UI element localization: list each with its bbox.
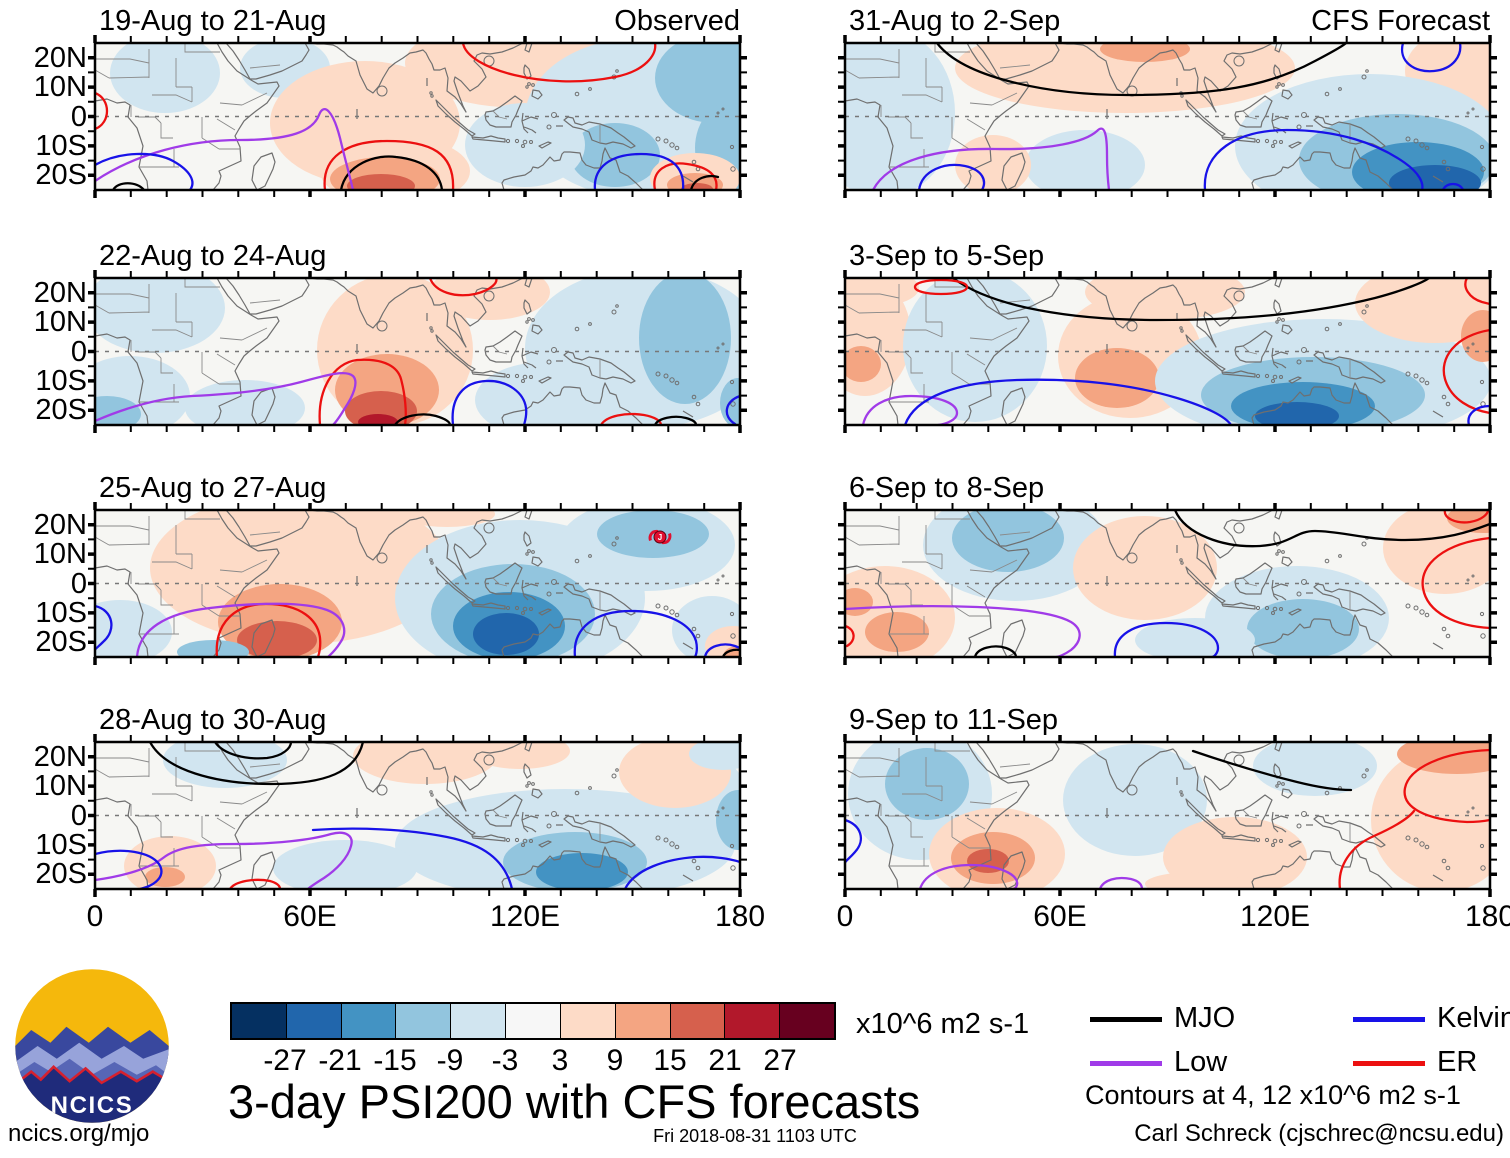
colorbar-cell xyxy=(780,1004,834,1038)
colorbar-tick-label: -3 xyxy=(491,1044,519,1077)
y-tick-label: 10N xyxy=(33,538,87,571)
map-canvas-l1 xyxy=(88,35,747,198)
map-panel-l4: 28-Aug to 30-Aug 20N 10N 0 10S 20S xyxy=(34,704,747,897)
y-tick-label: 10S xyxy=(35,364,87,397)
logo-text: NCICS xyxy=(51,1092,134,1119)
map-panel-l2: 22-Aug to 24-Aug 20N 10N 0 10S 20S xyxy=(34,240,747,433)
colorbar-cell xyxy=(670,1004,726,1038)
y-tick-label: 0 xyxy=(70,100,87,133)
colorbar-units: x10^6 m2 s-1 xyxy=(856,1008,1030,1040)
panel-title-l4: 28-Aug to 30-Aug xyxy=(99,704,327,736)
colorbar-tick-label: 27 xyxy=(763,1044,797,1077)
x-tick-label: 120E xyxy=(489,900,561,933)
y-tick-label: 20N xyxy=(33,41,87,74)
colorbar-cell xyxy=(560,1004,616,1038)
footer-url: ncics.org/mjo xyxy=(8,1120,150,1147)
colorbar-cell xyxy=(506,1004,561,1038)
panel-title-l3: 25-Aug to 27-Aug xyxy=(99,472,327,504)
colorbar-tick-label: -21 xyxy=(318,1044,362,1077)
colorbar-cell xyxy=(725,1004,781,1038)
colorbar-tick-label: 21 xyxy=(708,1044,742,1077)
colorbar-cell xyxy=(286,1004,342,1038)
x-tick-label: 120E xyxy=(1239,900,1311,933)
svg-text:J: J xyxy=(658,533,662,542)
y-tick-label: 20S xyxy=(35,159,87,192)
x-tick-label: 180 xyxy=(1464,900,1510,933)
legend-label-mjo: MJO xyxy=(1174,1002,1236,1034)
colorbar-tick-label: 3 xyxy=(551,1044,569,1077)
colorbar-tick-label: -9 xyxy=(436,1044,464,1077)
y-tick-label: 20S xyxy=(35,626,87,659)
colorbar-tick-label: -27 xyxy=(263,1044,307,1077)
figure-title: 3-day PSI200 with CFS forecasts xyxy=(228,1075,921,1128)
y-tick-label: 10S xyxy=(35,129,87,162)
y-tick-label: 20N xyxy=(33,508,87,541)
contour-note: Contours at 4, 12 x10^6 m2 s-1 xyxy=(1085,1080,1461,1110)
y-tick-label: 20N xyxy=(33,740,87,773)
panel-title-r4: 9-Sep to 11-Sep xyxy=(849,704,1059,736)
legend-line-kelvin xyxy=(1353,1017,1425,1022)
map-panel-r1: 31-Aug to 2-Sep CFS Forecast xyxy=(838,5,1497,198)
colorbar-cell xyxy=(615,1004,671,1038)
column-label-observed: Observed xyxy=(614,5,740,37)
legend-line-low xyxy=(1090,1061,1162,1066)
y-tick-label: 0 xyxy=(70,335,87,368)
map-canvas-r4 xyxy=(838,734,1497,897)
legend-label-er: ER xyxy=(1437,1046,1478,1078)
colorbar-tick-label: 9 xyxy=(606,1044,624,1077)
colorbar-tick-label: 15 xyxy=(653,1044,687,1077)
y-tick-label: 10N xyxy=(33,71,87,104)
footer-credit: Carl Schreck (cjschrec@ncsu.edu) xyxy=(1134,1120,1504,1147)
map-canvas-l2 xyxy=(88,270,747,433)
y-tick-label: 10N xyxy=(33,770,87,803)
y-tick-label: 0 xyxy=(70,799,87,832)
map-panel-l1: 19-Aug to 21-Aug Observed 20N 10N 0 10S 20S xyxy=(34,5,747,198)
colorbar-cell xyxy=(232,1004,287,1038)
panel-title-r1: 31-Aug to 2-Sep xyxy=(849,5,1061,37)
legend-label-kelvin: Kelvin x2 xyxy=(1437,1002,1510,1034)
colorbar-cell xyxy=(396,1004,452,1038)
panel-title-r3: 6-Sep to 8-Sep xyxy=(849,472,1045,504)
y-tick-label: 20S xyxy=(35,394,87,427)
map-panel-r4: 9-Sep to 11-Sep xyxy=(838,704,1497,897)
y-tick-label: 10S xyxy=(35,596,87,629)
y-tick-label: 10S xyxy=(35,828,87,861)
column-label-forecast: CFS Forecast xyxy=(1311,5,1490,37)
map-canvas-r2 xyxy=(838,270,1497,433)
legend-line-er xyxy=(1353,1061,1425,1066)
map-panel-l3: 25-Aug to 27-Aug 20N 10N 0 10S 20S J xyxy=(34,472,747,665)
x-tick-label: 60E xyxy=(283,900,337,933)
y-tick-label: 0 xyxy=(70,567,87,600)
x-tick-label: 0 xyxy=(86,900,104,933)
panel-title-r2: 3-Sep to 5-Sep xyxy=(849,240,1045,272)
map-canvas-l3: J xyxy=(88,502,747,665)
colorbar-cell xyxy=(451,1004,507,1038)
colorbar xyxy=(230,1002,836,1040)
footer-timestamp: Fri 2018-08-31 1103 UTC xyxy=(653,1126,857,1146)
x-tick-label: 0 xyxy=(836,900,854,933)
tropical-cyclone-icon: J xyxy=(648,529,672,545)
ncics-logo: NCICS xyxy=(15,969,169,1123)
y-tick-label: 10N xyxy=(33,306,87,339)
y-tick-label: 20S xyxy=(35,858,87,891)
panel-title-l1: 19-Aug to 21-Aug xyxy=(99,5,327,37)
y-tick-label: 20N xyxy=(33,276,87,309)
legend-line-mjo xyxy=(1090,1017,1162,1022)
map-canvas-l4 xyxy=(88,734,747,897)
x-tick-label: 180 xyxy=(714,900,766,933)
panel-title-l2: 22-Aug to 24-Aug xyxy=(99,240,327,272)
colorbar-cell xyxy=(341,1004,397,1038)
map-canvas-r3 xyxy=(838,502,1497,665)
legend-label-low: Low xyxy=(1174,1046,1228,1078)
x-tick-label: 60E xyxy=(1033,900,1087,933)
map-panel-r2: 3-Sep to 5-Sep xyxy=(838,240,1497,433)
map-canvas-r1 xyxy=(838,35,1497,198)
map-panel-r3: 6-Sep to 8-Sep xyxy=(838,472,1497,665)
logo-red-ridge xyxy=(15,1065,169,1086)
colorbar-tick-label: -15 xyxy=(373,1044,417,1077)
